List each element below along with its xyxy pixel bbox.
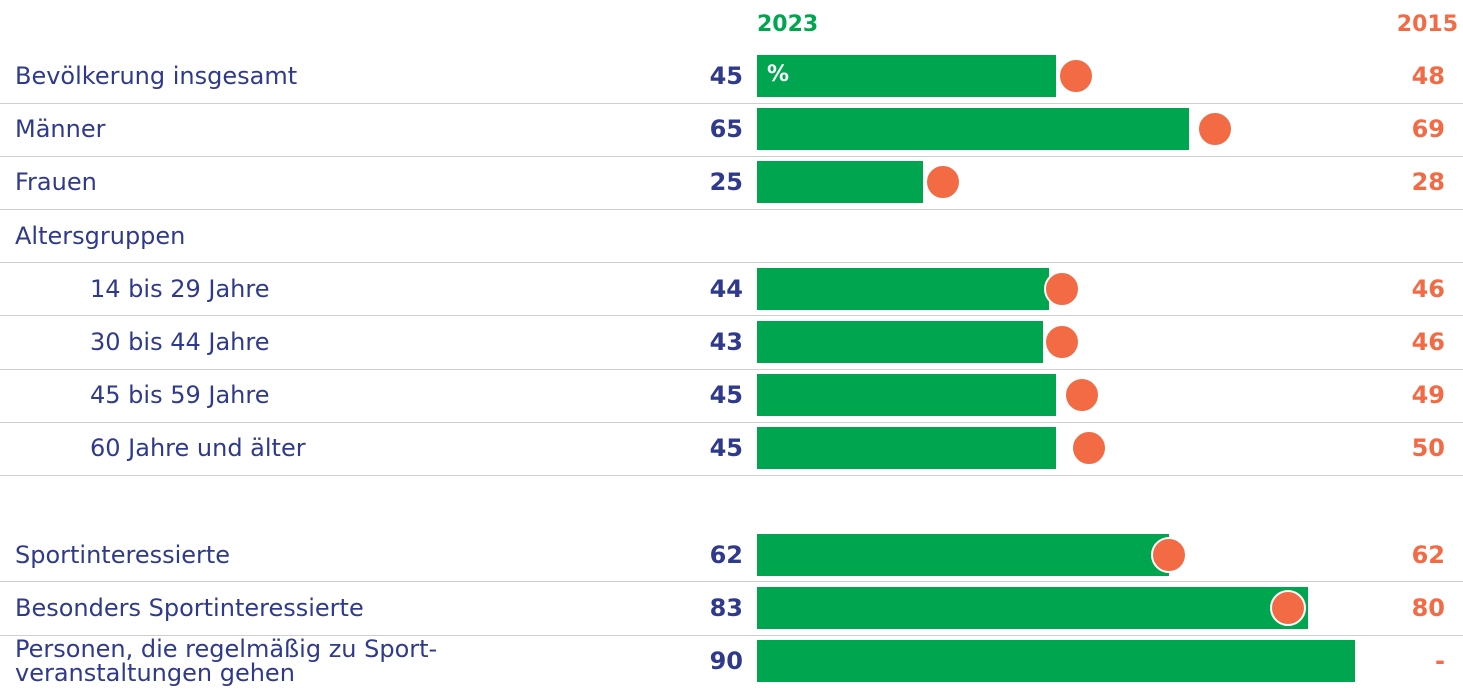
dot — [1071, 430, 1107, 467]
value-label: 45 — [709, 381, 743, 410]
separator — [0, 634, 1463, 636]
dot — [1270, 590, 1307, 626]
value-label: 83 — [709, 594, 743, 622]
bar — [757, 267, 1050, 310]
dot — [924, 164, 961, 201]
value-label: 62 — [709, 540, 743, 569]
dot — [1064, 377, 1101, 414]
category-label: Bevölkerung insgesamt — [15, 62, 298, 90]
bar — [757, 161, 923, 204]
value-label: 46 — [1411, 274, 1445, 303]
separator — [0, 209, 1463, 210]
bar — [757, 321, 1043, 363]
category-label: 60 Jahre und älter — [90, 434, 306, 463]
category-label: Besonders Sportinteressierte — [15, 594, 364, 622]
separator — [0, 581, 1463, 583]
value-label: 62 — [1411, 540, 1445, 569]
value-label: 46 — [1411, 328, 1445, 356]
category-label: 45 bis 59 Jahre — [90, 381, 270, 410]
value-label: 65 — [709, 115, 743, 144]
value-label: 43 — [709, 328, 743, 356]
value-label: 90 — [709, 647, 743, 676]
dot — [1044, 324, 1081, 360]
value-label: 44 — [709, 274, 743, 303]
bar — [757, 374, 1056, 417]
category-label: Männer — [15, 115, 106, 144]
category-label: 30 bis 44 Jahre — [90, 328, 270, 356]
category-label: Frauen — [15, 168, 97, 197]
category-label: Sportinteressierte — [15, 540, 231, 569]
bar — [757, 108, 1189, 151]
bar — [757, 427, 1056, 470]
separator — [0, 421, 1463, 423]
category-label: Altersgruppen — [15, 221, 186, 250]
value-label: 69 — [1411, 115, 1445, 144]
value-label: - — [1435, 647, 1445, 676]
value-label: 45 — [709, 62, 743, 90]
separator — [0, 155, 1463, 157]
value-label: 49 — [1411, 381, 1445, 410]
separator — [0, 315, 1463, 317]
bar — [757, 55, 1056, 97]
category-label: Personen, die regelmäßig zu Sport- veran… — [15, 635, 438, 688]
dot — [1057, 58, 1094, 94]
bar — [757, 640, 1355, 683]
dot — [1197, 111, 1234, 148]
value-label: 80 — [1411, 594, 1445, 622]
value-label: 28 — [1411, 168, 1445, 197]
separator — [0, 262, 1463, 264]
bar — [757, 587, 1309, 629]
separator — [0, 368, 1463, 370]
unit-label: % — [767, 62, 790, 87]
value-label: 50 — [1411, 434, 1445, 463]
dot — [1150, 536, 1187, 573]
value-label: 45 — [709, 434, 743, 463]
value-label: 25 — [709, 168, 743, 197]
series-header: 2015 — [1396, 12, 1458, 37]
dot — [1044, 270, 1081, 307]
series-header: 2023 — [757, 12, 819, 37]
value-label: 48 — [1411, 62, 1445, 90]
separator — [0, 475, 1463, 476]
category-label: 14 bis 29 Jahre — [90, 274, 270, 303]
separator — [0, 102, 1463, 104]
bar — [757, 533, 1169, 576]
